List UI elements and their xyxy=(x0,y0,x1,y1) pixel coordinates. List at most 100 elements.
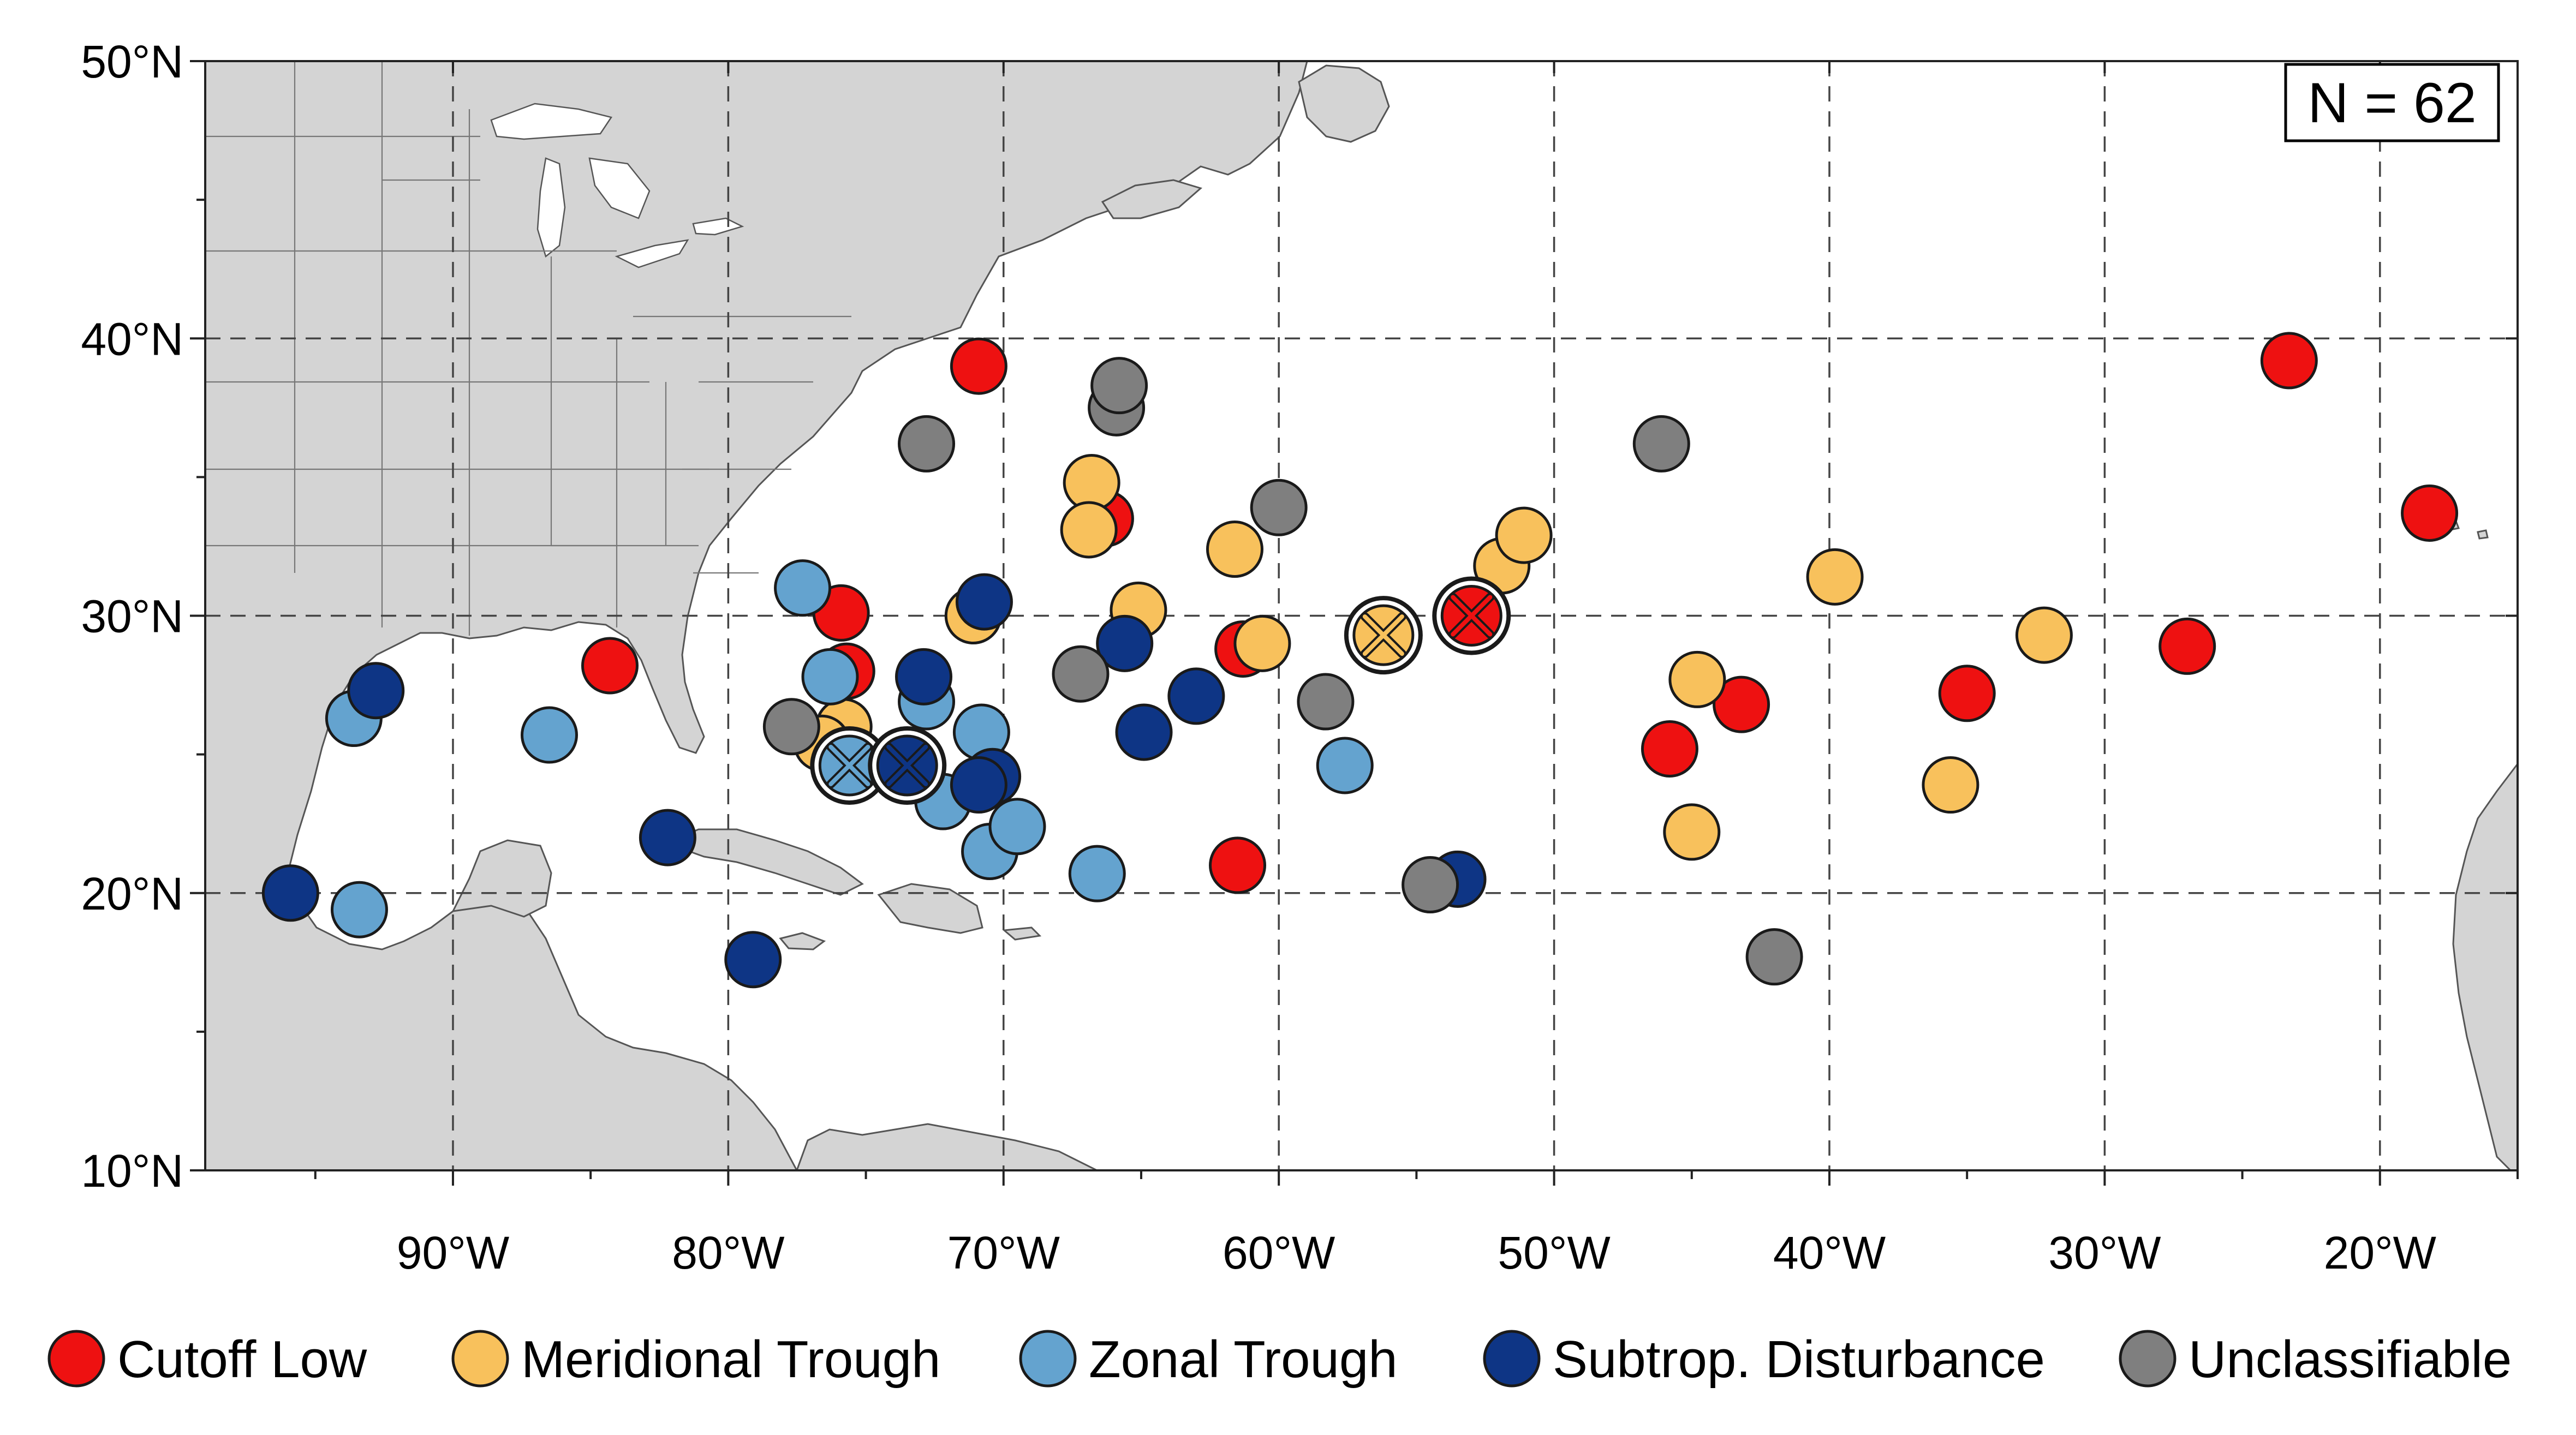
event-point-cutoff xyxy=(1209,836,1267,894)
graticule-grid xyxy=(205,61,2518,1170)
event-point-unclass xyxy=(1745,928,1803,986)
x-tick-label: 90°W xyxy=(397,1227,509,1278)
event-point-subtrop xyxy=(1096,614,1154,672)
yucatan-peninsula xyxy=(451,839,552,918)
event-point-meridional xyxy=(2015,606,2073,664)
event-point-zonal xyxy=(521,706,579,764)
event-point-subtrop xyxy=(950,756,1007,814)
legend-swatch xyxy=(451,1330,509,1388)
legend-item-subtrop: Subtrop. Disturbance xyxy=(1483,1330,2045,1389)
event-point-meridional xyxy=(1060,501,1118,559)
event-point-meridional xyxy=(1663,803,1721,861)
lake-erie xyxy=(615,239,689,268)
y-tick-label: 50°N xyxy=(81,36,183,87)
nova-scotia xyxy=(1101,179,1203,219)
event-point-zonal xyxy=(330,881,388,938)
event-point-meridional xyxy=(1806,548,1864,606)
event-point-zonal xyxy=(1068,845,1126,902)
event-point-meridional xyxy=(1668,650,1726,708)
event-point-cutoff xyxy=(950,337,1007,395)
africa-landmass xyxy=(2452,762,2518,1170)
lake-huron xyxy=(588,157,651,219)
state-borders xyxy=(205,61,851,636)
legend-item-unclass: Unclassifiable xyxy=(2119,1330,2512,1389)
event-point-subtrop xyxy=(1115,703,1173,761)
longitude-labels: 90°W 80°W 70°W 60°W 50°W 40°W 30°W 20°W xyxy=(397,1227,2436,1278)
puerto-rico-island xyxy=(1002,926,1042,941)
lake-ontario xyxy=(692,217,744,236)
x-tick-label: 70°W xyxy=(947,1227,1060,1278)
event-point-subtrop xyxy=(1167,667,1225,725)
event-point-zonal xyxy=(801,648,859,705)
event-point-cutoff xyxy=(1938,665,1996,722)
event-point-subtrop xyxy=(347,662,405,720)
north-america-landmass xyxy=(205,61,1308,1170)
legend: Cutoff Low Meridional Trough Zonal Trough S… xyxy=(47,1330,2512,1389)
event-point-unclass xyxy=(1052,645,1110,703)
event-point-meridional xyxy=(1495,506,1553,564)
event-points xyxy=(261,332,2459,989)
event-point-unclass xyxy=(1090,357,1148,415)
lake-superior xyxy=(490,103,613,140)
x-tick-label: 60°W xyxy=(1223,1227,1335,1278)
event-point-unclass xyxy=(1250,479,1308,536)
event-point-unclass xyxy=(1632,415,1690,473)
event-point-zonal xyxy=(1316,737,1374,794)
legend-swatch xyxy=(1483,1330,1541,1388)
legend-swatch xyxy=(2119,1330,2177,1388)
event-point-zonal xyxy=(988,798,1046,856)
legend-label: Unclassifiable xyxy=(2189,1330,2512,1389)
event-point-subtrop xyxy=(261,864,319,922)
x-tick-label: 80°W xyxy=(672,1227,784,1278)
event-point-subtrop xyxy=(895,648,952,705)
south-america-landmass xyxy=(796,1123,1098,1170)
composite-marker-subtrop xyxy=(868,726,947,805)
composite-marker-cutoff xyxy=(1432,576,1511,655)
event-point-unclass xyxy=(898,415,956,473)
legend-label: Zonal Trough xyxy=(1089,1330,1398,1389)
event-point-unclass xyxy=(1297,673,1355,731)
event-point-zonal xyxy=(774,559,832,617)
composite-marker-meridional xyxy=(1344,596,1423,675)
event-point-cutoff xyxy=(1713,675,1770,733)
y-tick-label: 40°N xyxy=(81,313,183,364)
legend-item-cutoff: Cutoff Low xyxy=(47,1330,367,1389)
event-point-subtrop xyxy=(955,573,1013,631)
legend-swatch xyxy=(47,1330,105,1388)
legend-item-zonal: Zonal Trough xyxy=(1019,1330,1398,1389)
cuba-island xyxy=(663,828,864,896)
legend-label: Meridional Trough xyxy=(521,1330,940,1389)
event-point-cutoff xyxy=(581,637,639,695)
x-tick-label: 30°W xyxy=(2048,1227,2161,1278)
event-point-unclass xyxy=(762,698,820,756)
event-point-unclass xyxy=(1402,856,1459,914)
count-label: N = 62 xyxy=(2307,71,2476,135)
event-point-cutoff xyxy=(2158,617,2216,675)
hispaniola-island xyxy=(877,883,983,934)
legend-label: Cutoff Low xyxy=(117,1330,367,1389)
event-point-meridional xyxy=(1206,521,1263,578)
event-point-cutoff xyxy=(2260,332,2318,390)
legend-item-meridional: Meridional Trough xyxy=(451,1330,940,1389)
composite-marker-zonal xyxy=(810,726,889,805)
composite-markers xyxy=(810,576,1511,805)
y-tick-label: 20°N xyxy=(81,868,183,919)
event-point-subtrop xyxy=(724,931,782,989)
event-point-meridional xyxy=(1922,756,1979,814)
legend-swatch xyxy=(1019,1330,1077,1388)
latitude-labels: 50°N 40°N 30°N 20°N 10°N xyxy=(81,36,183,1197)
x-tick-label: 20°W xyxy=(2324,1227,2436,1278)
y-tick-label: 30°N xyxy=(81,591,183,642)
event-point-meridional xyxy=(1233,614,1291,672)
event-point-cutoff xyxy=(1641,720,1698,778)
jamaica-island xyxy=(779,932,826,950)
event-point-cutoff xyxy=(2401,484,2459,542)
count-box: N = 62 xyxy=(2284,63,2500,142)
x-tick-label: 50°W xyxy=(1498,1227,1610,1278)
x-tick-label: 40°W xyxy=(1773,1227,1886,1278)
axis-ticks xyxy=(190,60,2519,1186)
legend-label: Subtrop. Disturbance xyxy=(1553,1330,2045,1389)
newfoundland-island xyxy=(1298,64,1390,143)
y-tick-label: 10°N xyxy=(81,1145,183,1197)
